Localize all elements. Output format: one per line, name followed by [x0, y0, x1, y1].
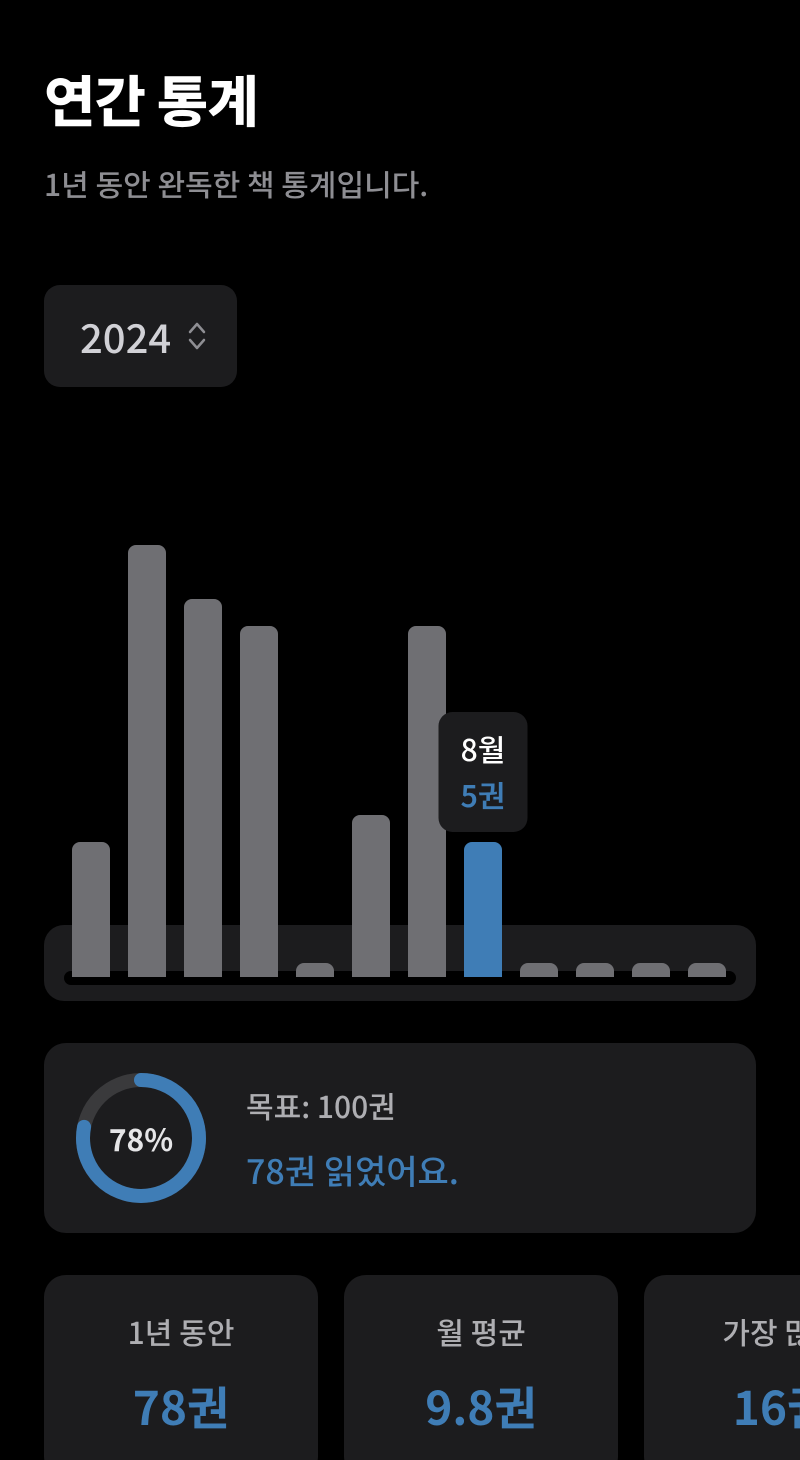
goal-percent-label: 78% — [76, 1073, 206, 1203]
chart-bar[interactable] — [128, 545, 166, 977]
chart-bar[interactable] — [688, 963, 726, 977]
chart-tooltip: 8월 5권 — [439, 712, 528, 832]
stat-tile-value: 78권 — [44, 1373, 318, 1439]
year-value: 2024 — [80, 307, 171, 365]
chart-bar[interactable] — [464, 842, 502, 977]
chart-bar[interactable] — [576, 963, 614, 977]
chart-bar[interactable] — [352, 815, 390, 977]
stat-tile-label: 가장 많이 — [644, 1309, 800, 1353]
page-subtitle: 1년 동안 완독한 책 통계입니다. — [44, 161, 756, 205]
monthly-bar-chart: 8월 5권 — [44, 491, 756, 1001]
chart-bar[interactable] — [296, 963, 334, 977]
stat-tile: 1년 동안 78권 — [44, 1275, 318, 1460]
tooltip-month: 8월 — [461, 726, 506, 770]
chart-bar[interactable] — [184, 599, 222, 977]
tooltip-value: 5권 — [461, 772, 506, 816]
goal-read-label: 78권 읽었어요. — [246, 1145, 459, 1194]
goal-progress-ring: 78% — [76, 1073, 206, 1203]
stat-tile-label: 월 평균 — [344, 1309, 618, 1353]
chart-bar[interactable] — [72, 842, 110, 977]
chart-bar[interactable] — [240, 626, 278, 977]
stat-tile-label: 1년 동안 — [44, 1309, 318, 1353]
goal-target-label: 목표: 100권 — [246, 1083, 459, 1127]
year-stepper-icon[interactable] — [187, 321, 207, 351]
stat-tile-value: 16권 — [644, 1373, 800, 1439]
stat-tiles-row: 1년 동안78권월 평균9.8권가장 많이16권 — [44, 1275, 756, 1460]
goal-progress-card: 78% 목표: 100권 78권 읽었어요. — [44, 1043, 756, 1233]
stat-tile: 월 평균 9.8권 — [344, 1275, 618, 1460]
page-title: 연간 통계 — [44, 58, 756, 139]
year-picker[interactable]: 2024 — [44, 285, 237, 387]
chart-bar[interactable] — [520, 963, 558, 977]
stat-tile: 가장 많이 16권 — [644, 1275, 800, 1460]
stat-tile-value: 9.8권 — [344, 1373, 618, 1439]
chart-bar[interactable] — [632, 963, 670, 977]
